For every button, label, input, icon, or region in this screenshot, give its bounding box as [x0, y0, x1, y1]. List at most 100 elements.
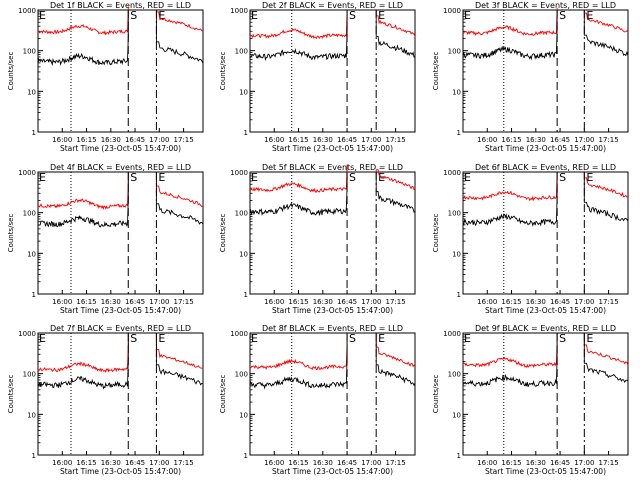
- y-axis-label: Counts/sec: [432, 52, 440, 91]
- y-tick-label: 1: [32, 452, 36, 460]
- left-annotation: E: [39, 171, 46, 184]
- events-series-post: [583, 172, 629, 222]
- panel-title: Det 2f BLACK = Events, RED = LLD: [262, 1, 403, 10]
- x-axis-label: Start Time (23-Oct-05 15:47:00): [485, 144, 606, 153]
- left-annotation: E: [251, 332, 258, 345]
- y-tick-label: 10: [239, 411, 248, 419]
- y-tick-label: 1000: [443, 169, 461, 177]
- y-tick-label: 10: [452, 250, 461, 258]
- x-tick-label: 16:30: [313, 298, 333, 306]
- y-tick-label: 100: [235, 210, 248, 218]
- x-tick-label: 16:45: [125, 136, 145, 144]
- x-tick-label: 17:15: [173, 136, 193, 144]
- y-tick-label: 10: [452, 411, 461, 419]
- x-tick-label: 16:15: [288, 459, 308, 467]
- y-tick-label: 1: [32, 291, 36, 299]
- x-tick-label: 17:15: [598, 136, 618, 144]
- events-series-post: [155, 10, 204, 64]
- panel-title: Det 9f BLACK = Events, RED = LLD: [475, 324, 616, 333]
- lld-series-pre: [250, 333, 348, 371]
- end-annotation: E: [586, 9, 593, 22]
- y-tick-label: 10: [27, 411, 36, 419]
- y-tick-label: 100: [23, 48, 36, 56]
- lld-series-post: [583, 10, 629, 33]
- x-tick-label: 17:00: [574, 298, 594, 306]
- panel-title: Det 4f BLACK = Events, RED = LLD: [50, 163, 191, 172]
- start-annotation: S: [349, 9, 356, 22]
- y-tick-label: 1000: [443, 7, 461, 15]
- lld-series-pre: [37, 333, 129, 374]
- plot-frame: [462, 171, 629, 295]
- plot-frame: [462, 332, 629, 456]
- x-tick-label: 16:00: [264, 298, 284, 306]
- start-annotation: S: [130, 171, 137, 184]
- x-tick-label: 17:15: [385, 459, 405, 467]
- panel-det-9: Det 9f BLACK = Events, RED = LLD 1 10 100 10…: [432, 324, 629, 476]
- x-tick-label: 16:15: [76, 136, 96, 144]
- plot-frame: [462, 9, 629, 133]
- x-tick-label: 17:15: [173, 298, 193, 306]
- start-annotation: S: [349, 332, 356, 345]
- y-axis-label: Counts/sec: [219, 375, 227, 414]
- x-tick-label: 16:45: [337, 459, 357, 467]
- panel-title: Det 8f BLACK = Events, RED = LLD: [262, 324, 403, 333]
- y-tick-label: 100: [23, 210, 36, 218]
- events-series-pre: [462, 172, 558, 227]
- start-annotation: S: [559, 332, 566, 345]
- events-series-pre: [249, 172, 348, 217]
- x-axis-label: Start Time (23-Oct-05 15:47:00): [485, 306, 606, 315]
- lld-series-post: [155, 172, 203, 207]
- left-annotation: E: [39, 9, 46, 22]
- y-tick-label: 1000: [230, 330, 248, 338]
- y-tick-label: 10: [27, 88, 36, 96]
- start-annotation: S: [130, 9, 137, 22]
- x-axis-label: Start Time (23-Oct-05 15:47:00): [60, 467, 181, 476]
- left-annotation: E: [251, 9, 258, 22]
- y-tick-label: 10: [239, 250, 248, 258]
- y-tick-label: 100: [448, 210, 461, 218]
- plot-frame: [249, 332, 416, 456]
- y-tick-label: 1000: [230, 169, 248, 177]
- y-tick-label: 1000: [443, 330, 461, 338]
- y-tick-label: 100: [235, 48, 248, 56]
- events-series-pre: [37, 10, 129, 67]
- panel-title: Det 5f BLACK = Events, RED = LLD: [262, 163, 403, 172]
- x-tick-label: 16:30: [526, 136, 546, 144]
- lld-series-pre: [462, 333, 558, 369]
- events-series-post: [583, 10, 629, 57]
- panel-det-4: Det 4f BLACK = Events, RED = LLD 1 10 100 10…: [7, 163, 204, 315]
- y-tick-label: 1000: [18, 7, 36, 15]
- panel-title: Det 6f BLACK = Events, RED = LLD: [475, 163, 616, 172]
- y-tick-label: 1000: [230, 7, 248, 15]
- x-tick-label: 16:15: [288, 136, 308, 144]
- end-annotation: E: [158, 9, 165, 22]
- events-series-pre: [249, 10, 348, 62]
- x-tick-label: 16:15: [501, 459, 521, 467]
- x-tick-label: 16:30: [101, 459, 121, 467]
- x-tick-label: 17:15: [173, 459, 193, 467]
- x-tick-label: 17:15: [385, 298, 405, 306]
- y-axis-label: Counts/sec: [219, 214, 227, 253]
- plot-frame: [37, 171, 204, 295]
- events-series-post: [375, 172, 416, 213]
- lld-series-post: [583, 333, 629, 366]
- lld-series-pre: [249, 10, 348, 40]
- end-annotation: E: [158, 171, 165, 184]
- left-annotation: E: [39, 332, 46, 345]
- lld-series-post: [375, 169, 416, 191]
- y-tick-label: 100: [448, 371, 461, 379]
- x-tick-label: 16:15: [76, 459, 96, 467]
- events-series-post: [375, 10, 416, 58]
- events-series-post: [155, 333, 203, 386]
- y-tick-label: 1: [244, 452, 248, 460]
- x-tick-label: 16:00: [477, 459, 497, 467]
- start-annotation: S: [130, 332, 137, 345]
- x-tick-label: 16:15: [501, 298, 521, 306]
- x-tick-label: 16:15: [288, 298, 308, 306]
- panel-title: Det 3f BLACK = Events, RED = LLD: [475, 1, 616, 10]
- x-tick-label: 16:00: [477, 298, 497, 306]
- left-annotation: E: [464, 9, 471, 22]
- panel-det-5: Det 5f BLACK = Events, RED = LLD 1 10 100 10…: [219, 163, 416, 315]
- y-tick-label: 1000: [18, 330, 36, 338]
